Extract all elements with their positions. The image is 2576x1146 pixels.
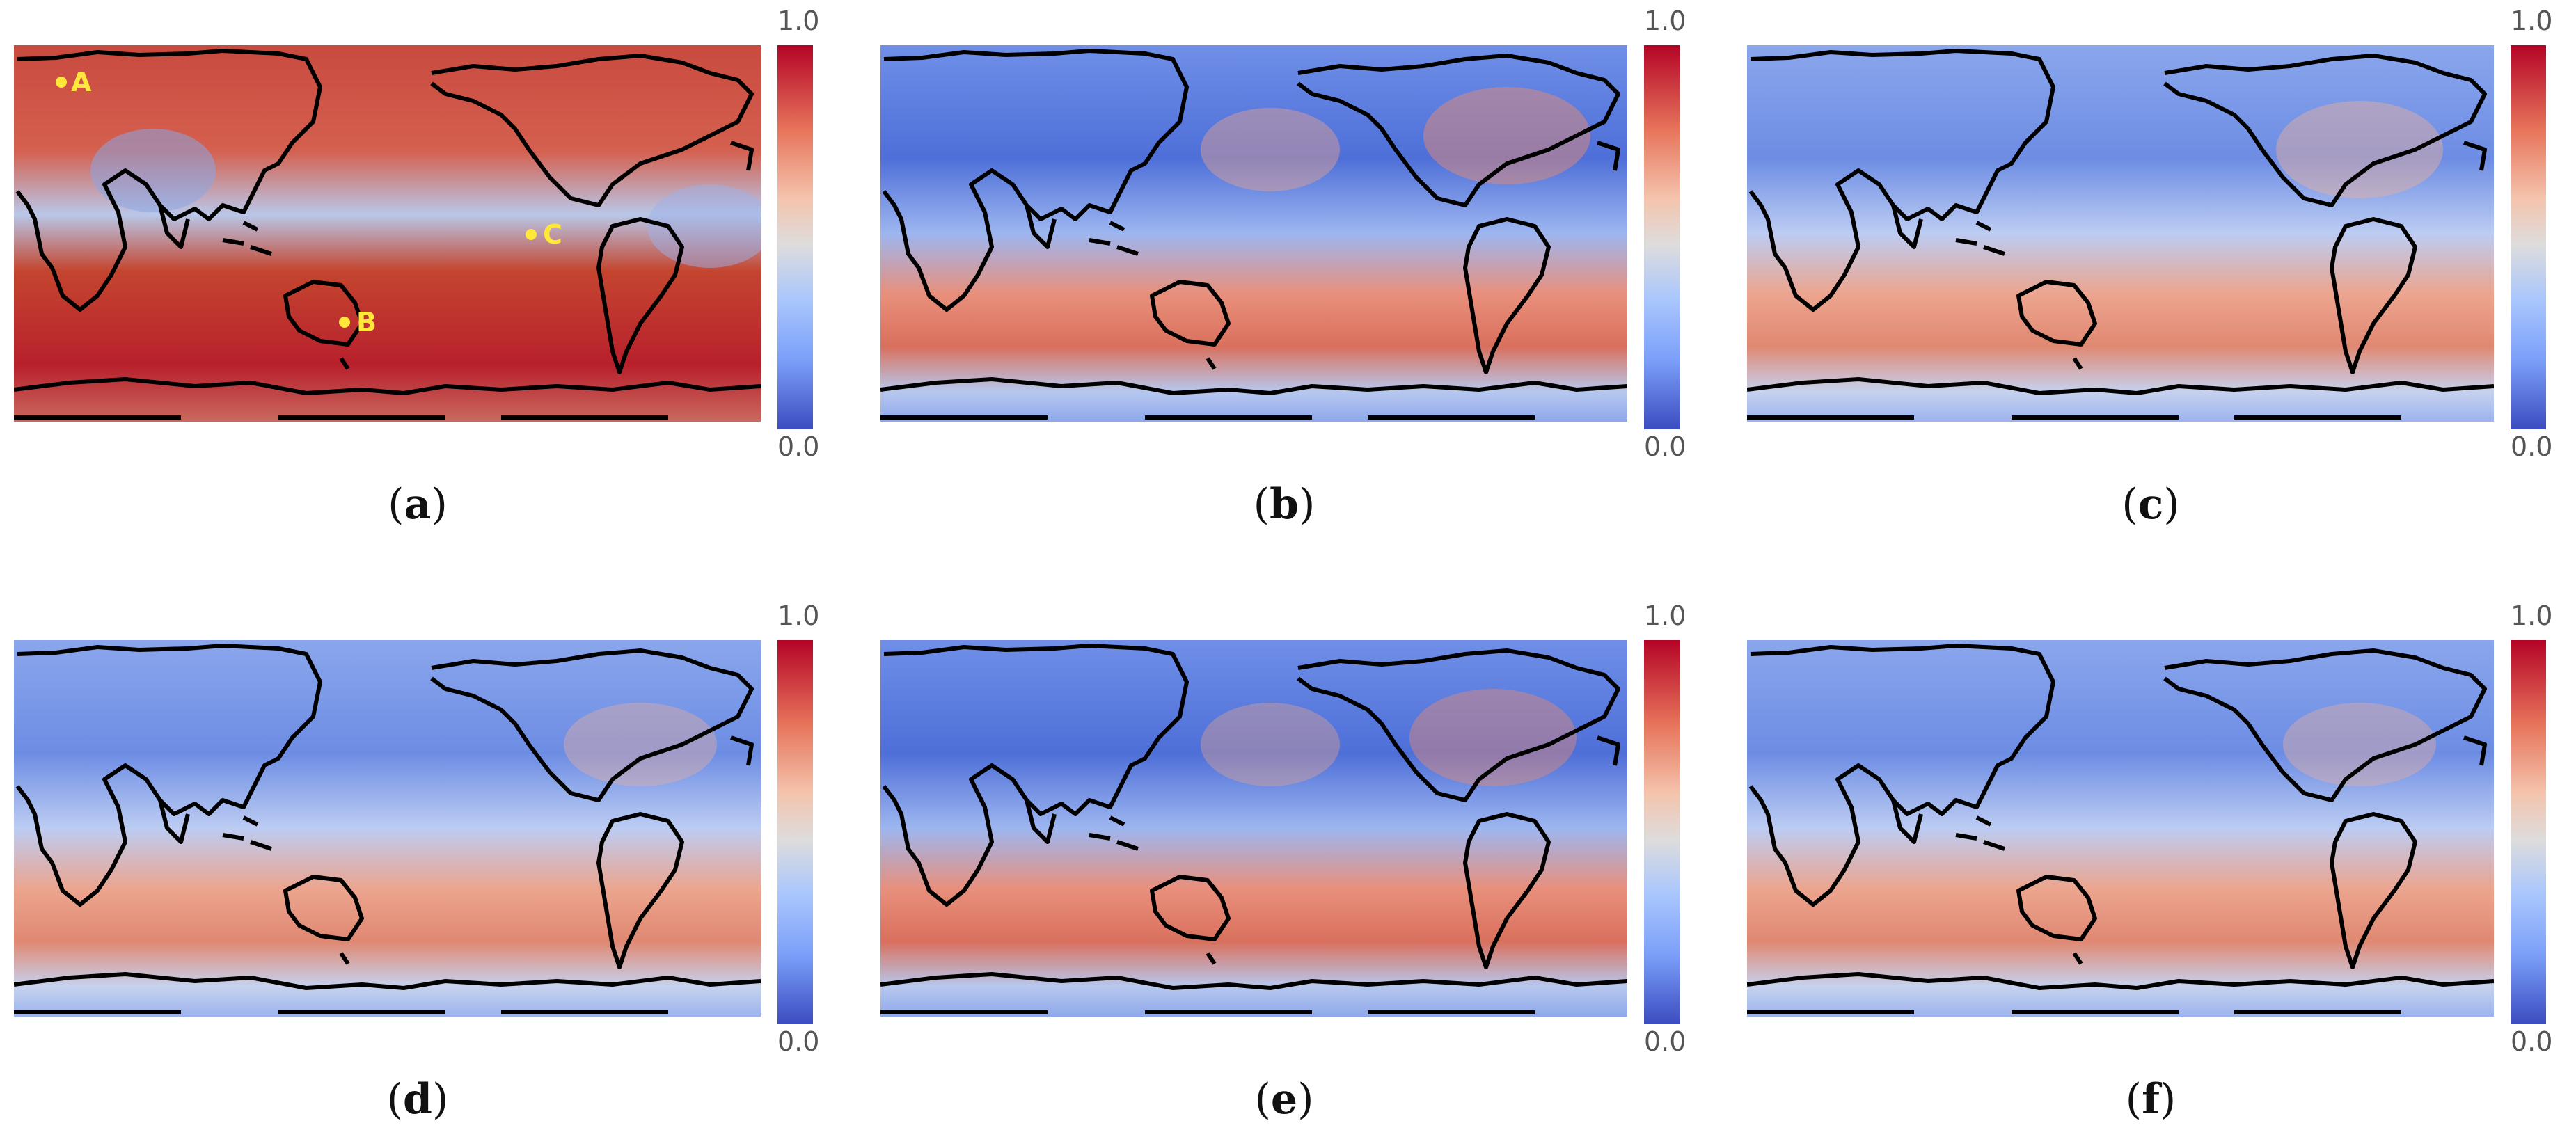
- marker-a-dot: [56, 77, 67, 88]
- panel-letter: b: [1270, 480, 1299, 529]
- colorbar-f: [2511, 640, 2546, 1024]
- map-c: [1747, 45, 2494, 422]
- colorbar-min-label: 0.0: [2511, 431, 2553, 462]
- colorbar-min-label: 0.0: [777, 431, 820, 462]
- panel-c-caption: (c): [2121, 480, 2180, 529]
- panel-b-caption: (b): [1253, 480, 1315, 529]
- colorbar-max-label: 1.0: [2511, 600, 2553, 631]
- panel-f: 1.0 0.0 (f): [1733, 595, 2554, 1124]
- colorbar-c: [2511, 45, 2546, 429]
- colorbar-min-label: 0.0: [1644, 1026, 1686, 1057]
- panel-f-caption: (f): [2125, 1075, 2176, 1124]
- panel-d-caption: (d): [386, 1075, 449, 1124]
- colorbar-b: [1644, 45, 1680, 429]
- marker-b-dot: [339, 317, 350, 328]
- colorbar-max-label: 1.0: [777, 6, 820, 36]
- colorbar-d: [777, 640, 813, 1024]
- colorbar-max-label: 1.0: [2511, 6, 2553, 36]
- colorbar-a: [777, 45, 813, 429]
- panel-a: A B C 1.0 0.0 (a): [0, 0, 821, 529]
- colorbar-max-label: 1.0: [1644, 6, 1686, 36]
- panel-c: 1.0 0.0 (c): [1733, 0, 2554, 529]
- panel-letter: c: [2138, 480, 2164, 529]
- colorbar-max-label: 1.0: [1644, 600, 1686, 631]
- panel-letter: e: [1270, 1075, 1298, 1124]
- marker-b-label: B: [356, 307, 377, 337]
- map-a: A B C: [14, 45, 761, 422]
- panel-e-caption: (e): [1254, 1075, 1314, 1124]
- panel-b: 1.0 0.0 (b): [867, 0, 1688, 529]
- colorbar-min-label: 0.0: [777, 1026, 820, 1057]
- panel-letter: f: [2142, 1075, 2160, 1124]
- panel-e: 1.0 0.0 (e): [867, 595, 1688, 1124]
- colorbar-min-label: 0.0: [1644, 431, 1686, 462]
- panel-letter: a: [404, 480, 432, 529]
- map-d: [14, 640, 761, 1017]
- map-b: [880, 45, 1627, 422]
- panel-a-caption: (a): [388, 480, 448, 529]
- colorbar-e: [1644, 640, 1680, 1024]
- panel-d: 1.0 0.0 (d): [0, 595, 821, 1124]
- panel-letter: d: [403, 1075, 432, 1124]
- colorbar-min-label: 0.0: [2511, 1026, 2553, 1057]
- marker-a-label: A: [71, 67, 92, 97]
- colorbar-max-label: 1.0: [777, 600, 820, 631]
- marker-c-dot: [526, 229, 537, 240]
- map-e: [880, 640, 1627, 1017]
- map-f: [1747, 640, 2494, 1017]
- marker-c-label: C: [543, 219, 562, 250]
